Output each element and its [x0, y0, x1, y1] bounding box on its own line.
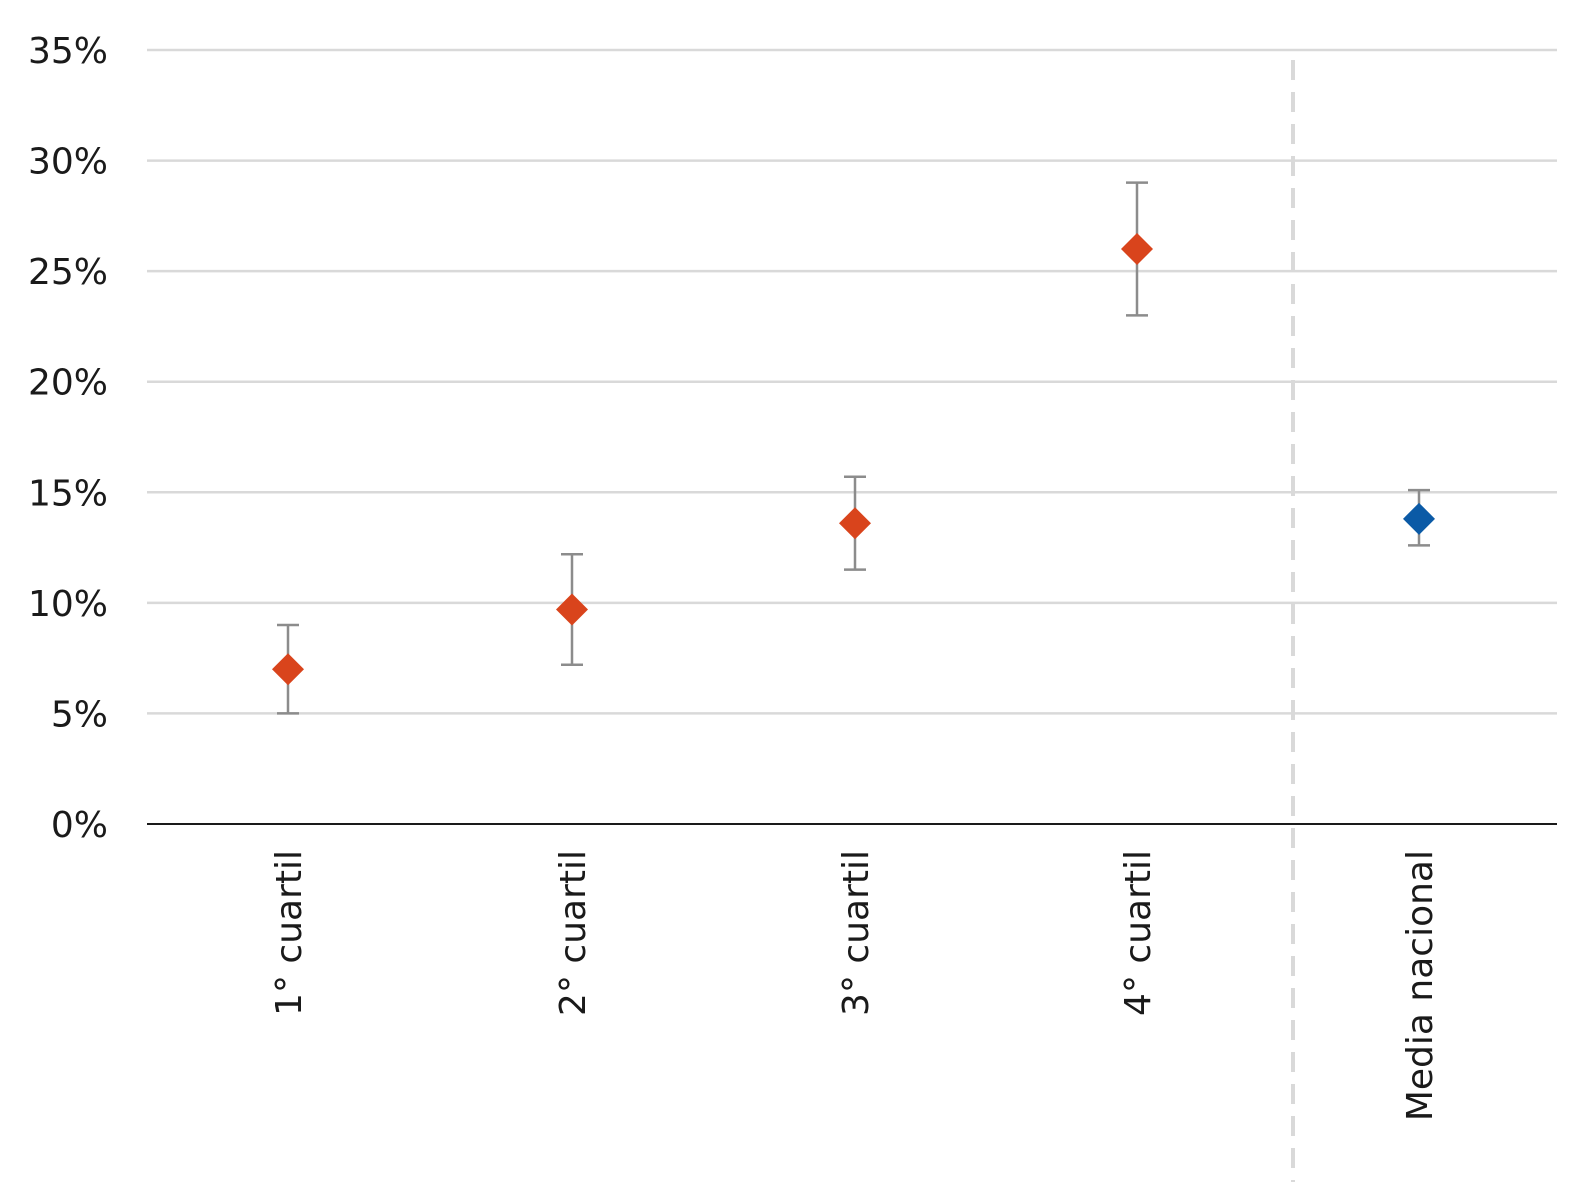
y-tick-label: 10%	[28, 584, 108, 625]
gridlines	[147, 48, 1557, 715]
y-tick-label: 25%	[28, 252, 108, 293]
x-category-label: 4° cuartil	[1118, 850, 1159, 1016]
data-points	[272, 233, 1435, 686]
x-category-label: Media nacional	[1400, 850, 1441, 1121]
y-tick-label: 30%	[28, 142, 108, 183]
x-category-label: 3° cuartil	[836, 850, 877, 1016]
y-tick-label: 20%	[28, 363, 108, 404]
data-point-marker	[272, 653, 304, 686]
y-tick-label: 5%	[51, 694, 108, 735]
x-category-label: 1° cuartil	[269, 850, 310, 1016]
x-axis-category-labels: 1° cuartil 2° cuartil 3° cuartil 4° cuartil…	[269, 850, 1441, 1121]
data-point-marker	[1121, 233, 1153, 266]
y-tick-label: 35%	[28, 31, 108, 72]
y-tick-label: 15%	[28, 473, 108, 514]
data-point-marker	[839, 507, 871, 540]
error-bars	[277, 181, 1430, 715]
data-point-marker	[1403, 502, 1435, 535]
x-category-label: 2° cuartil	[553, 850, 594, 1016]
y-axis-tick-labels: 0% 5% 10% 15% 20% 25% 30% 35%	[28, 31, 108, 846]
data-point-marker	[556, 593, 588, 626]
y-tick-label: 0%	[51, 805, 108, 846]
